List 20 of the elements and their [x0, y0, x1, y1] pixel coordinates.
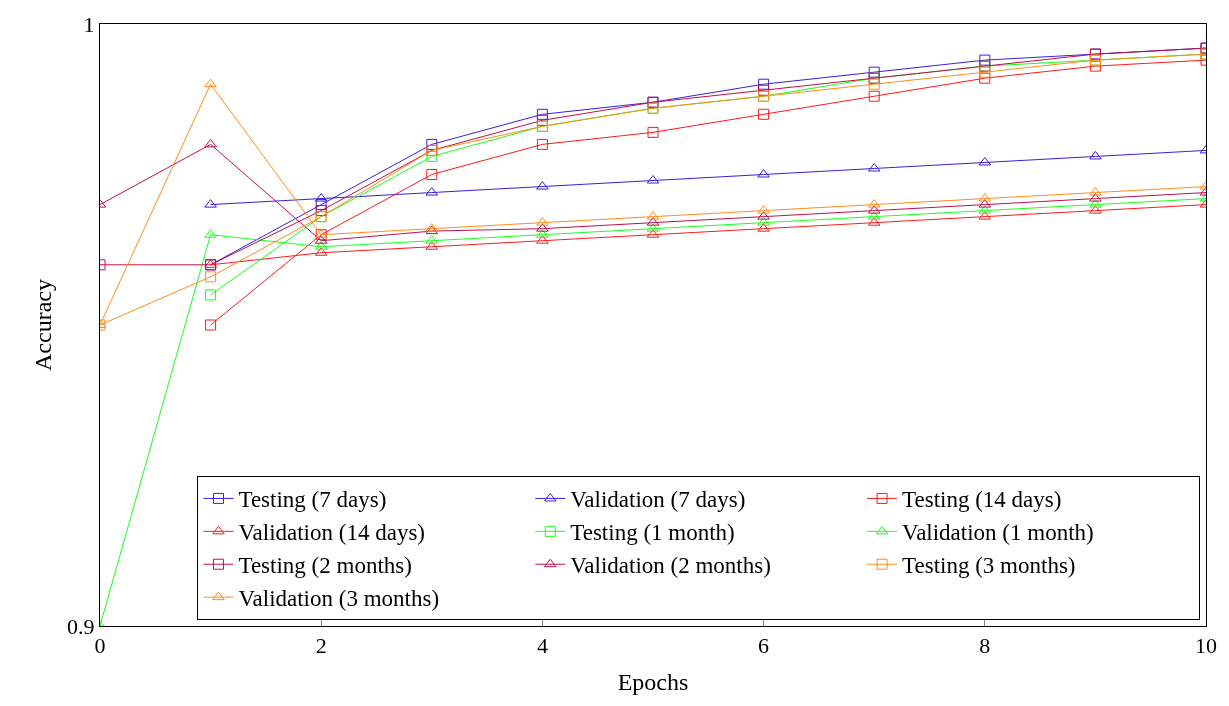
legend-label: Testing (2 months)	[238, 553, 412, 579]
legend-label: Validation (7 days)	[570, 487, 746, 513]
legend-label: Validation (3 months)	[238, 586, 440, 612]
x-axis-title: Epochs	[617, 668, 689, 695]
y-axis-title: Accuracy	[30, 279, 57, 371]
legend-label: Testing (1 month)	[570, 520, 735, 546]
legend-label: Validation (1 month)	[902, 520, 1094, 546]
x-tick-label: 2	[315, 633, 327, 659]
legend-label: Testing (7 days)	[238, 487, 387, 513]
legend-label: Validation (14 days)	[238, 520, 425, 546]
x-tick-label: 6	[758, 633, 770, 659]
legend-label: Validation (2 months)	[570, 553, 771, 579]
x-tick-label: 10	[1195, 633, 1217, 659]
y-tick-label: 0.9	[67, 613, 95, 639]
x-tick-label: 4	[536, 633, 548, 659]
legend-label: Testing (3 months)	[902, 553, 1076, 579]
x-tick-label: 8	[979, 633, 991, 659]
x-tick-label: 0	[94, 633, 106, 659]
legend-label: Testing (14 days)	[902, 487, 1062, 513]
y-tick-label: 1	[83, 11, 95, 37]
